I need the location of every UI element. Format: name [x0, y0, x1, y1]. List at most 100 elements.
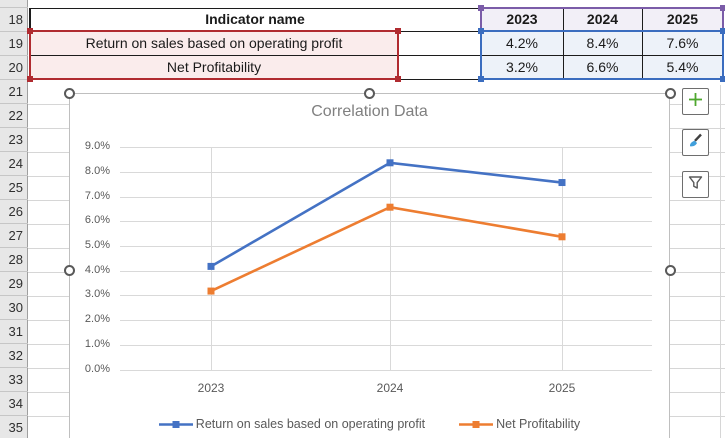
- row-header[interactable]: 30: [0, 296, 28, 320]
- row-header[interactable]: 31: [0, 320, 28, 344]
- row-header[interactable]: 29: [0, 272, 28, 296]
- chart-legend[interactable]: Return on sales based on operating profi…: [69, 414, 670, 434]
- row-header[interactable]: 28: [0, 248, 28, 272]
- sheet-gridline: [28, 272, 69, 273]
- values-range-highlight[interactable]: [478, 28, 725, 82]
- categories-fill: [482, 9, 723, 30]
- year-header-cell[interactable]: 2023: [506, 11, 538, 27]
- value-cell[interactable]: 7.6%: [666, 35, 699, 51]
- table-border: [641, 8, 643, 79]
- range-handle[interactable]: [478, 28, 484, 34]
- sheet-gridline: [28, 152, 69, 153]
- row-header[interactable]: 35: [0, 416, 28, 438]
- value-cell[interactable]: 4.2%: [506, 35, 538, 51]
- selection-handle-top-center[interactable]: [364, 87, 375, 99]
- value-cell[interactable]: 5.4%: [666, 59, 699, 75]
- sheet-gridline: [28, 200, 69, 201]
- sheet-gridline: [670, 128, 725, 129]
- plot-gridline-v: [210, 148, 212, 370]
- legend-label: Net Profitability: [496, 417, 581, 431]
- range-handle[interactable]: [720, 5, 725, 11]
- sheet-gridline: [28, 176, 69, 177]
- range-handle[interactable]: [27, 76, 33, 82]
- range-handle[interactable]: [478, 76, 484, 82]
- range-handle[interactable]: [395, 76, 401, 82]
- row-header[interactable]: 33: [0, 368, 28, 392]
- row-header[interactable]: 18: [0, 8, 28, 32]
- row-header[interactable]: 24: [0, 152, 28, 176]
- sheet-gridline: [670, 368, 725, 369]
- sheet-gridline: [28, 416, 69, 417]
- plot-gridline-v: [561, 148, 563, 370]
- sheet-gridline: [28, 392, 69, 393]
- sheet-gridline: [670, 200, 725, 201]
- legend-marker-icon: [459, 420, 494, 429]
- selection-handle-mid-left[interactable]: [63, 264, 75, 276]
- range-handle[interactable]: [720, 76, 725, 82]
- value-cell[interactable]: 8.4%: [586, 35, 619, 51]
- plot-gridline-h: [120, 344, 652, 346]
- chart-title[interactable]: Correlation Data: [311, 103, 428, 120]
- sheet-gridline: [28, 320, 69, 321]
- sheet-gridline: [28, 248, 69, 249]
- table-border: [562, 8, 564, 79]
- plot-gridline-h: [120, 246, 652, 248]
- y-axis-tick-label: 6.0%: [84, 214, 110, 227]
- indicator-row-name-cell[interactable]: Return on sales based on operating profi…: [85, 35, 343, 51]
- indicator-name-header-cell[interactable]: Indicator name: [205, 11, 305, 27]
- sheet-gridline: [670, 272, 725, 273]
- chart-filters-button[interactable]: [682, 171, 709, 198]
- sheet-gridline: [670, 248, 725, 249]
- range-handle[interactable]: [478, 5, 484, 11]
- row-header-partial[interactable]: [0, 0, 28, 8]
- y-axis-tick-label: 4.0%: [84, 263, 110, 276]
- sheet-gridline: [720, 85, 721, 438]
- selection-handle-top-left[interactable]: [63, 87, 75, 99]
- sheet-gridline: [670, 416, 725, 417]
- legend-item[interactable]: Net Profitability: [459, 417, 580, 431]
- legend-label: Return on sales based on operating profi…: [195, 417, 426, 431]
- sheet-gridline: [28, 104, 69, 105]
- y-axis-tick-label: 1.0%: [84, 337, 110, 350]
- row-header[interactable]: 19: [0, 32, 28, 56]
- selection-handle-mid-right[interactable]: [664, 264, 676, 276]
- y-axis-tick-label: 0.0%: [84, 362, 110, 375]
- sheet-gridline: [670, 224, 725, 225]
- chart-elements-button[interactable]: [682, 88, 709, 115]
- sheet-gridline: [670, 392, 725, 393]
- legend-item[interactable]: Return on sales based on operating profi…: [158, 417, 426, 431]
- table-border: [29, 7, 481, 9]
- row-header[interactable]: 22: [0, 104, 28, 128]
- value-cell[interactable]: 6.6%: [586, 59, 619, 75]
- series-names-range-highlight[interactable]: [27, 28, 401, 82]
- sheet-gridline: [670, 344, 725, 345]
- y-axis-tick-label: 7.0%: [84, 189, 110, 202]
- x-axis-tick-label: 2025: [548, 381, 576, 395]
- plot-gridline-h: [120, 172, 652, 174]
- indicator-row-name-cell[interactable]: Net Profitability: [166, 59, 262, 75]
- row-header[interactable]: 32: [0, 344, 28, 368]
- plot-gridline-h: [120, 295, 652, 297]
- row-header-column: 18 19 20 21 22 23 24 25 26 27 28 29 30 31 32 33 34 35: [0, 0, 28, 438]
- row-header[interactable]: 34: [0, 392, 28, 416]
- year-header-cell[interactable]: 2024: [586, 11, 619, 27]
- chart-styles-button[interactable]: [682, 129, 709, 156]
- y-axis-tick-label: 9.0%: [84, 140, 110, 153]
- row-header[interactable]: 21: [0, 80, 28, 104]
- value-cell[interactable]: 3.2%: [506, 59, 538, 75]
- plot-gridline-h: [120, 147, 652, 149]
- row-header[interactable]: 27: [0, 224, 28, 248]
- row-header[interactable]: 23: [0, 128, 28, 152]
- range-handle[interactable]: [395, 28, 401, 34]
- table-border: [29, 54, 723, 56]
- plot-gridline-h: [120, 369, 652, 371]
- plus-icon: [687, 91, 704, 113]
- range-handle[interactable]: [27, 28, 33, 34]
- y-axis-tick-label: 8.0%: [84, 165, 110, 178]
- year-header-cell[interactable]: 2025: [666, 11, 699, 27]
- row-header[interactable]: 25: [0, 176, 28, 200]
- selection-handle-top-right[interactable]: [664, 87, 676, 99]
- row-header[interactable]: 26: [0, 200, 28, 224]
- range-handle[interactable]: [720, 28, 725, 34]
- row-header[interactable]: 20: [0, 56, 28, 80]
